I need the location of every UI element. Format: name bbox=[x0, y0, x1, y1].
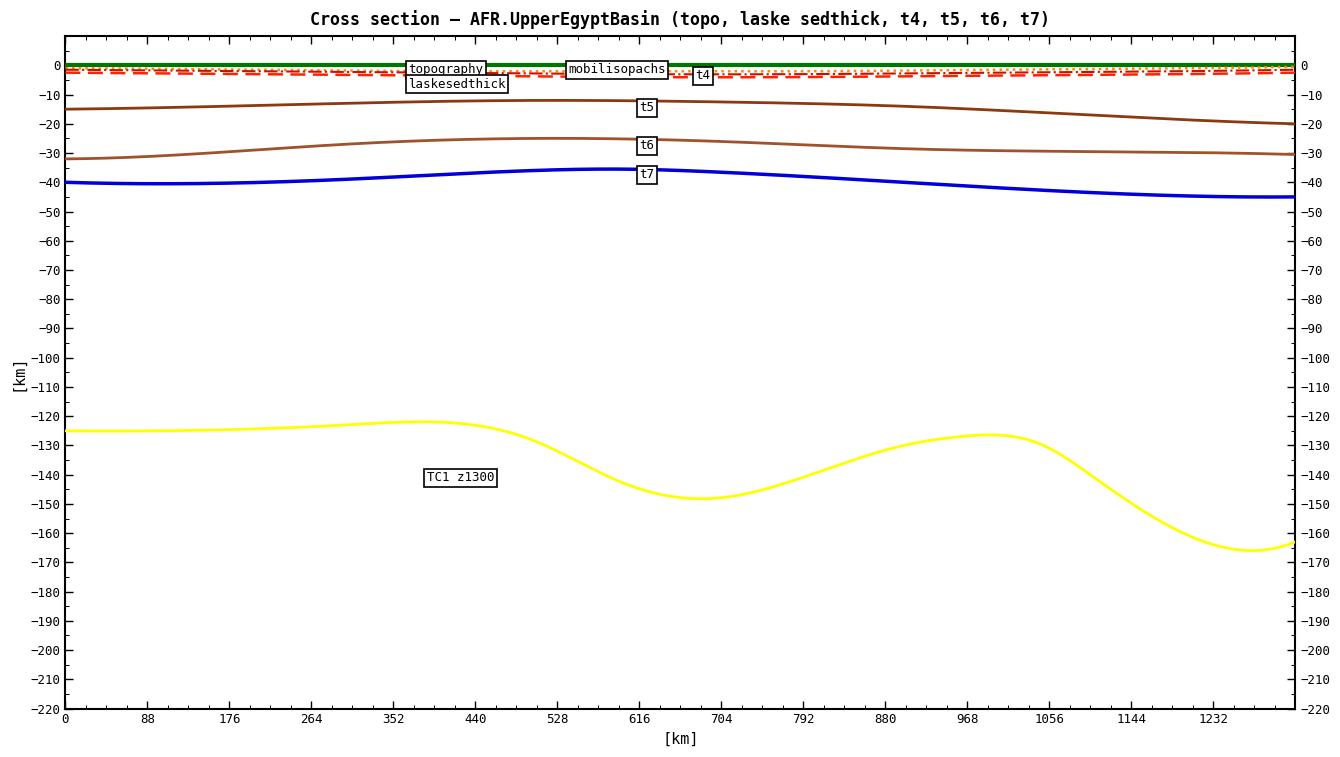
Title: Cross section – AFR.UpperEgyptBasin (topo, laske sedthick, t4, t5, t6, t7): Cross section – AFR.UpperEgyptBasin (top… bbox=[311, 10, 1051, 29]
Text: t7: t7 bbox=[639, 169, 654, 182]
Text: mobilisopachs: mobilisopachs bbox=[568, 64, 666, 76]
Text: TC1 z1300: TC1 z1300 bbox=[427, 471, 494, 484]
Text: laskesedthick: laskesedthick bbox=[409, 78, 505, 91]
X-axis label: [km]: [km] bbox=[662, 732, 698, 747]
Text: t4: t4 bbox=[695, 69, 710, 82]
Text: topography: topography bbox=[409, 64, 484, 76]
Y-axis label: [km]: [km] bbox=[9, 354, 25, 391]
Text: t5: t5 bbox=[639, 101, 654, 114]
Text: t6: t6 bbox=[639, 139, 654, 152]
